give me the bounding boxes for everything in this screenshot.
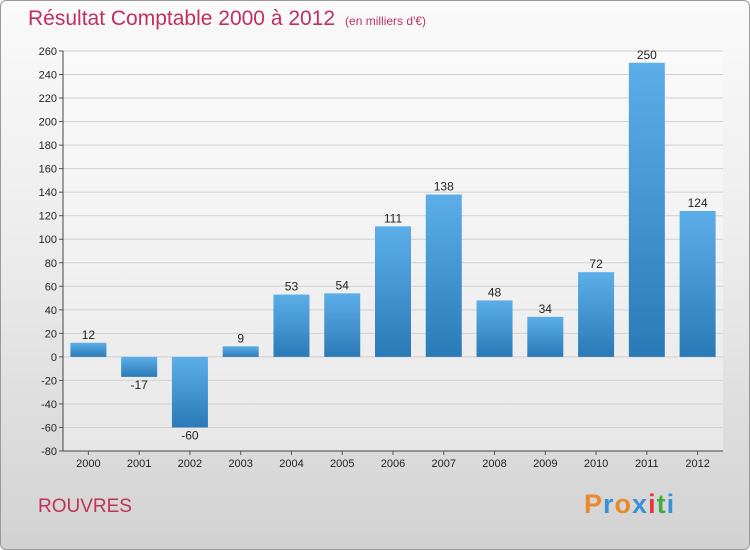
- y-tick-label: 120: [39, 211, 57, 223]
- logo-letter: x: [632, 489, 649, 519]
- x-tick-label-2005: 2005: [330, 458, 354, 470]
- data-label-2010: 72: [589, 257, 603, 271]
- y-tick-label: 80: [45, 258, 57, 270]
- y-tick-label: 60: [45, 281, 57, 293]
- logo-letter: o: [614, 489, 633, 519]
- x-tick-label-2009: 2009: [533, 458, 557, 470]
- logo-letter: r: [603, 489, 615, 519]
- y-tick-label: 100: [39, 234, 57, 246]
- bar-2003: [222, 346, 259, 357]
- bar-2012: [679, 211, 716, 357]
- bar-2010: [578, 272, 615, 357]
- y-tick-label: -40: [41, 399, 57, 411]
- y-tick-label: 180: [39, 140, 57, 152]
- x-tick-label-2003: 2003: [228, 458, 252, 470]
- data-label-2012: 124: [688, 196, 708, 210]
- proxiti-logo: Proxiti: [584, 489, 675, 520]
- y-tick-label: 20: [45, 328, 57, 340]
- data-label-2000: 12: [82, 328, 96, 342]
- y-tick-label: -60: [41, 422, 57, 434]
- x-tick-label-2008: 2008: [482, 458, 506, 470]
- data-label-2002: -60: [181, 428, 199, 442]
- city-name: ROUVRES: [38, 496, 132, 517]
- data-label-2003: 9: [237, 331, 244, 345]
- x-tick-label-2004: 2004: [279, 458, 303, 470]
- y-tick-label: 0: [51, 352, 57, 364]
- x-tick-label-2007: 2007: [432, 458, 456, 470]
- y-tick-label: 160: [39, 164, 57, 176]
- y-tick-label: 140: [39, 187, 57, 199]
- data-label-2011: 250: [637, 48, 657, 62]
- logo-letter: i: [648, 489, 657, 519]
- logo-letter: t: [656, 489, 667, 519]
- y-tick-label: 200: [39, 117, 57, 129]
- chart-subtitle: (en milliers d'€): [345, 14, 427, 28]
- y-tick-label: -20: [41, 375, 57, 387]
- bar-2000: [70, 342, 107, 357]
- bar-2007: [425, 194, 462, 357]
- data-label-2007: 138: [434, 180, 454, 194]
- bar-2002: [171, 356, 208, 428]
- bar-2006: [375, 226, 411, 357]
- data-label-2006: 111: [384, 211, 403, 225]
- x-tick-label-2002: 2002: [178, 458, 202, 470]
- bar-2005: [324, 293, 361, 357]
- bar-2009: [527, 316, 564, 357]
- y-tick-label: -80: [41, 446, 57, 458]
- chart-title: Résultat Comptable 2000 à 2012 (en millie…: [28, 7, 426, 31]
- bar-2008: [476, 300, 513, 357]
- x-tick-label-2001: 2001: [127, 458, 151, 470]
- logo-letter: P: [584, 489, 604, 519]
- bar-2004: [273, 294, 310, 357]
- data-label-2001: -17: [130, 378, 148, 392]
- y-tick-label: 220: [39, 93, 57, 105]
- x-tick-label-2006: 2006: [381, 458, 405, 470]
- x-tick-label-2010: 2010: [584, 458, 608, 470]
- data-label-2008: 48: [488, 285, 502, 299]
- y-tick-label: 240: [39, 70, 57, 82]
- y-tick-label: 40: [45, 305, 57, 317]
- x-tick-label-2012: 2012: [685, 458, 709, 470]
- logo-letter: i: [666, 489, 676, 519]
- bar-2011: [628, 62, 665, 357]
- data-label-2004: 53: [285, 280, 299, 294]
- y-tick-label: 260: [39, 46, 57, 58]
- bar-2001: [121, 356, 158, 377]
- data-label-2009: 34: [539, 302, 553, 316]
- x-tick-label-2000: 2000: [76, 458, 100, 470]
- x-tick-label-2011: 2011: [635, 458, 659, 470]
- data-label-2005: 54: [336, 278, 350, 292]
- chart-title-text: Résultat Comptable 2000 à 2012: [28, 7, 336, 30]
